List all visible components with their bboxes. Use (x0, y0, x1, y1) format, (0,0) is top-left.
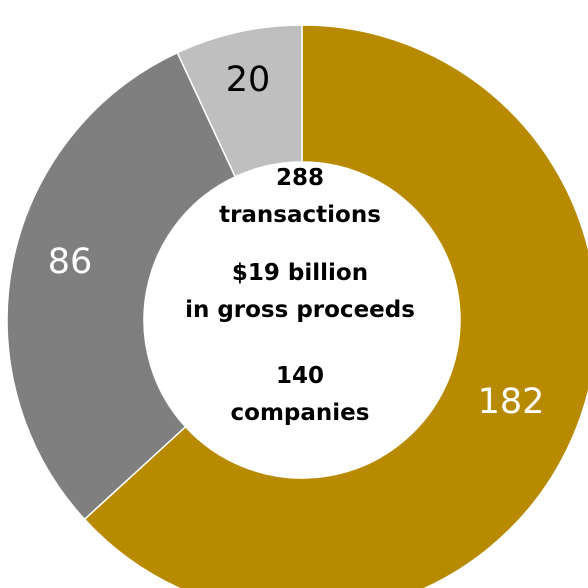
slice-label-86: 86 (48, 242, 93, 282)
transactions-count: 288 (276, 165, 324, 191)
companies-count: 140 (276, 363, 324, 389)
slice-label-20: 20 (226, 60, 271, 100)
donut-slice-182 (83, 24, 588, 588)
gross-proceeds-label: in gross proceeds (185, 297, 415, 323)
slice-labels: 182 86 20 (48, 60, 545, 422)
slice-label-182: 182 (478, 382, 545, 422)
donut-slice-20 (176, 24, 303, 178)
gross-proceeds-amount: $19 billion (232, 260, 368, 286)
donut-slice-86 (6, 51, 237, 521)
transactions-label: transactions (219, 202, 381, 228)
center-summary: 288 transactions $19 billion in gross pr… (185, 165, 415, 426)
donut-slices (6, 24, 588, 588)
companies-label: companies (231, 400, 370, 426)
